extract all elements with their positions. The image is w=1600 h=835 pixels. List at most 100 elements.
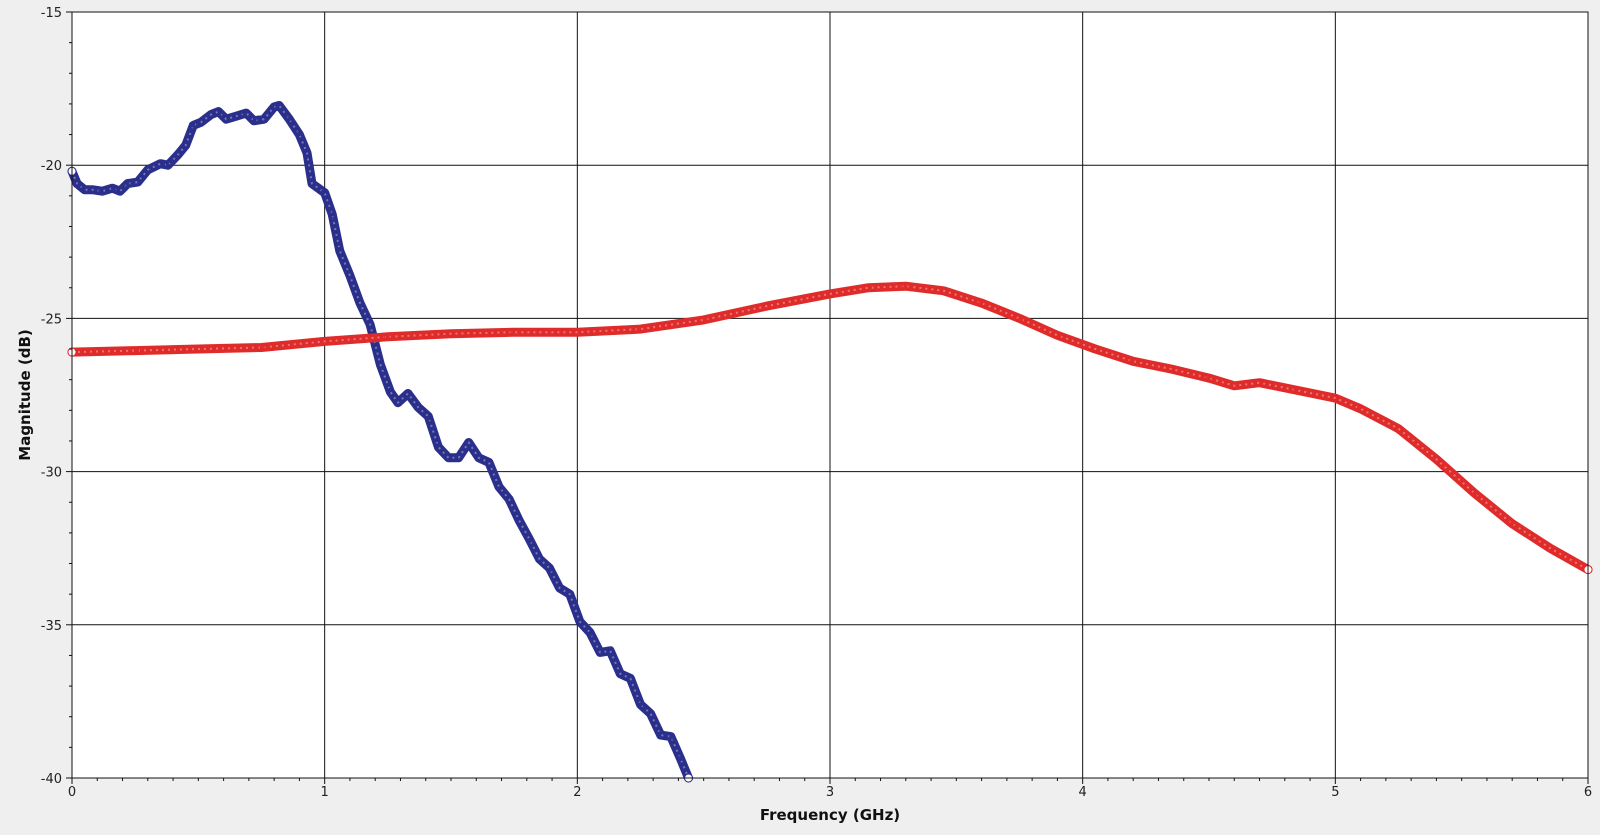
data-point (510, 328, 519, 337)
data-point (80, 185, 89, 194)
data-point (586, 628, 594, 637)
data-point (133, 178, 142, 187)
data-point (424, 412, 433, 421)
data-point (636, 325, 645, 334)
data-point (573, 328, 582, 337)
y-tick-label: -35 (41, 619, 62, 634)
data-point (98, 187, 107, 196)
data-point (939, 286, 948, 295)
series-line (67, 281, 1593, 575)
data-point (285, 115, 294, 124)
data-point (164, 161, 172, 170)
data-point (1331, 394, 1340, 403)
data-point (88, 185, 97, 194)
data-point (123, 179, 132, 188)
data-point (73, 179, 82, 188)
data-point (636, 700, 645, 709)
series-2 (67, 281, 1593, 575)
data-point (242, 109, 251, 118)
data-point (464, 438, 473, 447)
data-point (181, 141, 190, 150)
data-point (386, 387, 395, 396)
data-point (1356, 404, 1365, 413)
data-point (196, 118, 205, 127)
data-point (366, 320, 375, 329)
data-point (1470, 489, 1479, 497)
data-point (295, 130, 304, 139)
x-tick-label: 4 (1079, 785, 1087, 800)
data-point (699, 315, 708, 324)
data-point (826, 289, 834, 298)
data-point (1230, 381, 1239, 390)
data-point (1015, 314, 1024, 323)
data-point (108, 184, 117, 193)
data-point (1546, 544, 1555, 553)
data-point (328, 210, 337, 219)
data-point (156, 159, 165, 168)
data-point (131, 346, 140, 355)
data-point (762, 302, 771, 311)
data-point (666, 732, 675, 741)
data-point (393, 398, 402, 407)
data-point (1205, 374, 1213, 383)
data-point (535, 554, 544, 563)
data-point (444, 453, 453, 462)
data-point (1167, 365, 1176, 373)
y-tick-label: -30 (41, 466, 62, 481)
data-point (901, 282, 910, 291)
data-point (616, 669, 625, 678)
data-point (1508, 519, 1517, 528)
x-tick-label: 2 (573, 785, 581, 800)
data-point (1255, 378, 1264, 387)
data-point (1053, 331, 1062, 340)
data-point (214, 107, 223, 116)
data-point (646, 709, 655, 718)
y-tick-label: -40 (41, 772, 62, 787)
grid-lines (72, 12, 1588, 778)
data-point (275, 101, 284, 110)
data-point (495, 482, 503, 491)
data-point (575, 617, 584, 626)
data-point (1129, 357, 1138, 366)
series-layer (67, 101, 1593, 783)
data-point (303, 148, 311, 157)
data-point (565, 590, 574, 599)
data-point (308, 179, 316, 188)
data-point (189, 121, 198, 130)
axis-ticks: 0 1 2 3 4 5 6 -15 -20 -25 -30 -35 -40 (41, 6, 1592, 800)
series-marker-texture (71, 285, 1589, 571)
data-point (1091, 345, 1100, 353)
data-point (545, 564, 554, 573)
data-point (515, 516, 524, 525)
y-tick-label: -15 (41, 6, 62, 21)
data-point (356, 299, 364, 308)
data-point (977, 299, 986, 308)
data-point (116, 187, 124, 196)
data-point (383, 332, 392, 341)
y-axis-title: Magnitude (dB) (16, 329, 34, 460)
x-axis-title: Frequency (GHz) (760, 806, 900, 824)
x-tick-label: 6 (1584, 785, 1592, 800)
x-tick-label: 1 (321, 785, 329, 800)
data-point (606, 646, 615, 655)
data-point (656, 731, 665, 740)
data-point (863, 283, 872, 292)
data-point (676, 755, 685, 764)
data-point (207, 110, 215, 119)
x-tick-label: 3 (826, 785, 834, 800)
data-point (454, 453, 463, 462)
series-marker-texture (71, 104, 690, 779)
data-point (1394, 424, 1403, 433)
data-point (260, 115, 268, 124)
x-tick-label: 5 (1331, 785, 1339, 800)
data-point (1293, 386, 1302, 395)
data-point (345, 271, 354, 280)
data-point (249, 116, 258, 125)
y-tick-label: -25 (41, 312, 62, 327)
data-point (525, 535, 534, 543)
data-point (596, 648, 605, 657)
y-tick-label: -20 (41, 159, 62, 174)
data-point (376, 360, 385, 369)
